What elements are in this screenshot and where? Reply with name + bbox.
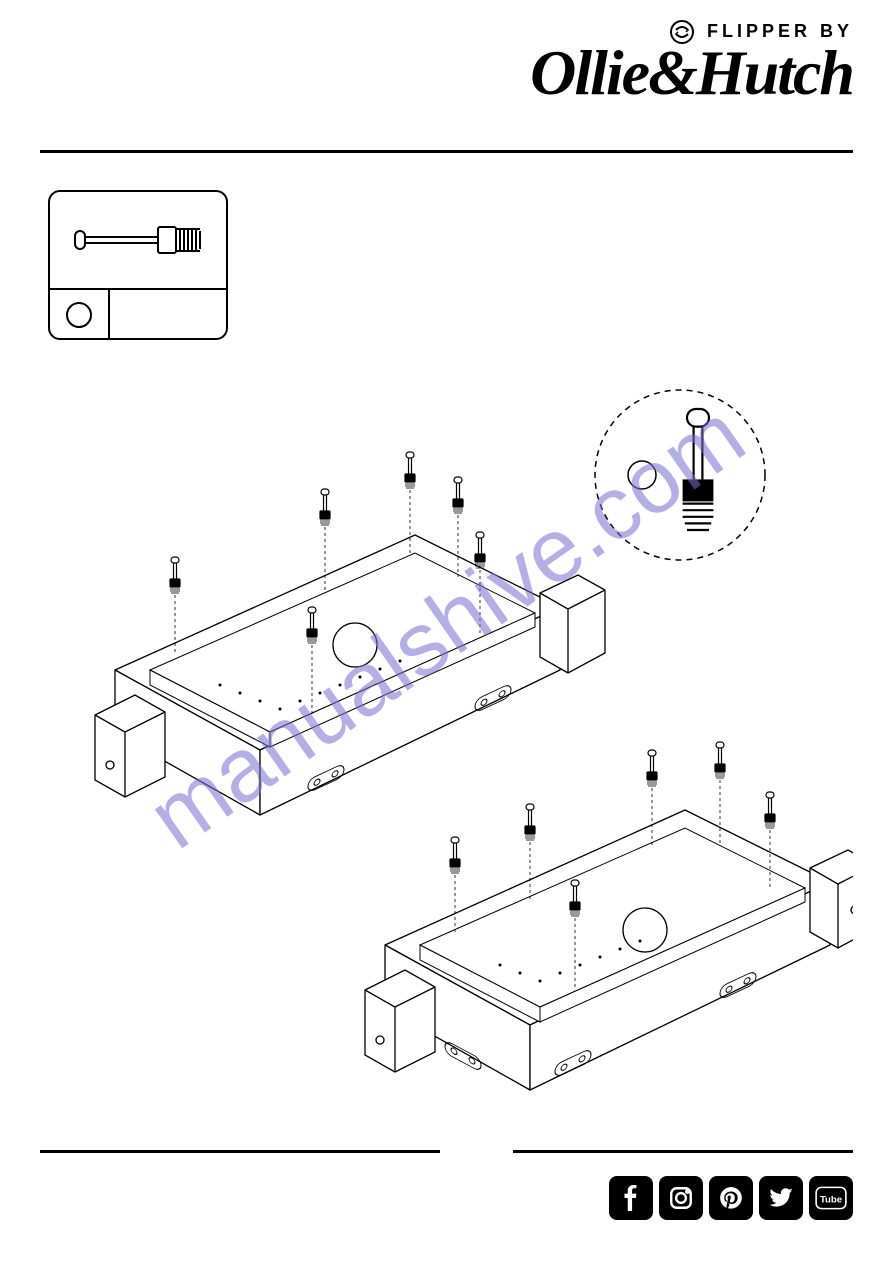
panel-b-assembly — [365, 742, 853, 1090]
twitter-icon — [759, 1176, 803, 1220]
hardware-label-cell — [50, 290, 110, 340]
assembly-diagram — [40, 380, 853, 1120]
brand-name: Ollie&Hutch — [530, 44, 853, 102]
hardware-callout-box — [48, 190, 228, 340]
social-icons-row: Tube — [609, 1176, 853, 1220]
instagram-icon — [659, 1176, 703, 1220]
svg-text:Tube: Tube — [820, 1194, 842, 1205]
youtube-icon: Tube — [809, 1176, 853, 1220]
bottom-divider-right — [513, 1150, 853, 1153]
page-container: FLIPPER BY Ollie&Hutch — [0, 0, 893, 1263]
panel-a-assembly — [95, 452, 605, 815]
hardware-info-row — [50, 290, 226, 340]
bolt-detail-callout — [595, 390, 765, 560]
header-brand: FLIPPER BY Ollie&Hutch — [530, 20, 853, 102]
hardware-illustration — [50, 192, 226, 290]
pinterest-icon — [709, 1176, 753, 1220]
facebook-icon — [609, 1176, 653, 1220]
hardware-qty — [110, 290, 226, 340]
top-divider — [40, 150, 853, 153]
bottom-divider-left — [40, 1150, 440, 1153]
diagram-area — [40, 380, 853, 1103]
footer: Tube — [40, 1173, 853, 1223]
